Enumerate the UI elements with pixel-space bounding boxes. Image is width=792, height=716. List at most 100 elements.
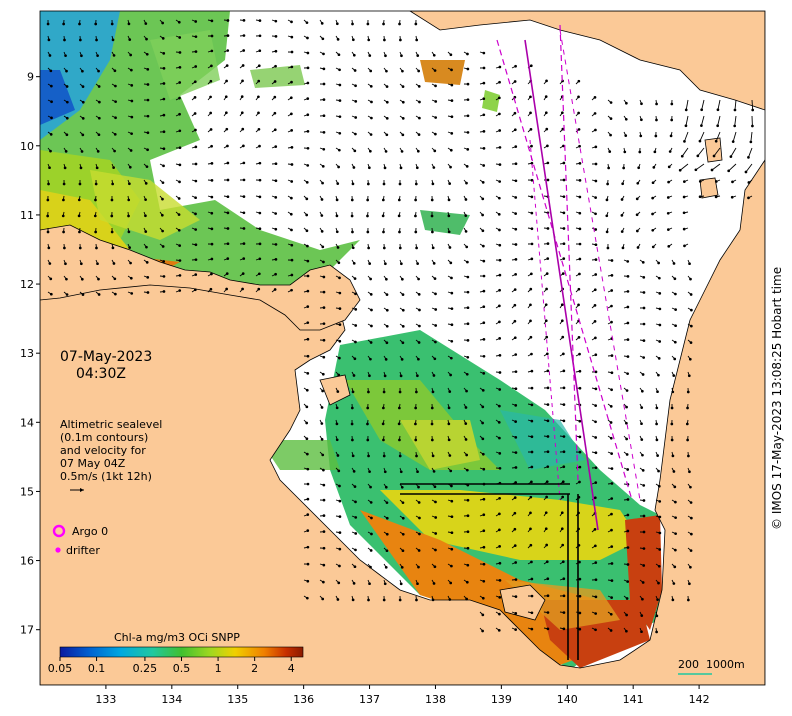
velocity-arrowhead — [578, 386, 582, 390]
velocity-arrowhead — [366, 182, 370, 186]
velocity-arrowhead — [65, 69, 68, 73]
velocity-arrowhead — [514, 272, 517, 276]
velocity-arrowhead — [320, 406, 324, 409]
velocity-arrowhead — [642, 564, 646, 567]
velocity-arrowhead — [146, 131, 150, 135]
velocity-arrowhead — [609, 436, 613, 440]
velocity-arrowhead — [466, 82, 470, 86]
velocity-arrowhead — [578, 211, 582, 215]
velocity-arrowhead — [418, 324, 421, 328]
velocity-arrowhead — [466, 114, 470, 118]
velocity-arrowhead — [401, 69, 404, 73]
velocity-arrowhead — [560, 111, 564, 115]
velocity-arrowhead — [113, 149, 116, 153]
velocity-arrowhead — [322, 275, 326, 279]
velocity-arrowhead — [610, 354, 614, 357]
velocity-arrowhead — [658, 515, 662, 519]
velocity-arrowhead — [337, 165, 340, 169]
velocity-arrowhead — [637, 166, 641, 170]
velocity-arrowhead — [684, 124, 688, 128]
velocity-arrowhead — [370, 100, 373, 104]
velocity-arrowhead — [96, 54, 99, 58]
velocity-arrowhead — [545, 287, 548, 291]
velocity-arrowhead — [466, 260, 469, 264]
x-tick-label: 133 — [95, 693, 116, 706]
land-new-guinea — [409, 11, 765, 111]
velocity-arrowhead — [417, 69, 421, 73]
velocity-arrowhead — [289, 212, 293, 216]
velocity-arrowhead — [385, 308, 389, 312]
velocity-arrowhead — [450, 484, 453, 488]
velocity-arrowhead — [95, 38, 98, 42]
velocity-arrowhead — [594, 404, 598, 407]
velocity-arrowhead — [399, 166, 403, 170]
velocity-arrowhead — [193, 96, 197, 99]
colorbar-tick-label: 0.5 — [173, 662, 191, 675]
velocity-arrowhead — [593, 288, 597, 292]
velocity-arrowhead — [513, 80, 517, 83]
velocity-arrowhead — [655, 630, 658, 634]
velocity-arrowhead — [666, 211, 670, 215]
velocity-arrow — [685, 115, 689, 126]
velocity-arrowhead — [626, 274, 630, 278]
velocity-arrowhead — [322, 114, 326, 118]
velocity-arrowhead — [193, 288, 197, 292]
velocity-arrowhead — [226, 242, 230, 246]
velocity-arrowhead — [624, 117, 628, 121]
velocity-arrowhead — [385, 516, 389, 520]
velocity-arrowhead — [716, 108, 720, 112]
velocity-arrowhead — [433, 565, 437, 569]
velocity-arrowhead — [385, 277, 388, 281]
velocity-arrowhead — [398, 438, 401, 442]
velocity-arrowhead — [352, 53, 356, 57]
velocity-arrowhead — [656, 454, 659, 457]
velocity-arrowhead — [636, 229, 639, 233]
velocity-arrowhead — [657, 581, 660, 585]
velocity-arrowhead — [593, 304, 597, 307]
velocity-arrowhead — [354, 340, 357, 344]
velocity-arrowhead — [594, 436, 598, 439]
velocity-arrowhead — [498, 304, 501, 308]
velocity-arrowhead — [545, 335, 549, 339]
velocity-arrowhead — [65, 277, 68, 281]
velocity-arrowhead — [434, 500, 437, 504]
velocity-arrowhead — [366, 406, 370, 410]
velocity-arrowhead — [433, 357, 437, 361]
velocity-arrowhead — [560, 527, 564, 531]
velocity-arrowhead — [162, 113, 166, 117]
velocity-arrowhead — [450, 564, 453, 568]
velocity-arrowhead — [351, 438, 354, 442]
velocity-arrowhead — [642, 530, 646, 534]
velocity-arrowhead — [97, 277, 100, 281]
velocity-arrowhead — [290, 258, 294, 262]
velocity-arrowhead — [449, 148, 453, 152]
velocity-arrowhead — [668, 150, 672, 153]
velocity-arrowhead — [610, 467, 614, 470]
velocity-arrowhead — [336, 454, 340, 457]
velocity-arrowhead — [62, 22, 65, 26]
velocity-arrowhead — [671, 598, 675, 602]
velocity-arrowhead — [609, 629, 613, 632]
land-layer — [40, 11, 765, 685]
velocity-arrowhead — [194, 196, 197, 200]
velocity-arrowhead — [622, 166, 626, 170]
velocity-arrowhead — [498, 561, 502, 565]
velocity-arrowhead — [593, 320, 597, 323]
velocity-arrowhead — [366, 422, 369, 426]
velocity-arrowhead — [178, 289, 182, 292]
velocity-arrowhead — [514, 212, 518, 215]
velocity-arrowhead — [465, 181, 468, 185]
velocity-arrowhead — [418, 100, 421, 104]
velocity-arrowhead — [690, 532, 693, 536]
velocity-arrowhead — [751, 124, 754, 128]
velocity-arrowhead — [481, 437, 485, 441]
velocity-arrowhead — [577, 128, 581, 131]
velocity-arrowhead — [641, 469, 645, 472]
velocity-arrowhead — [642, 356, 646, 359]
velocity-arrowhead — [609, 612, 613, 616]
velocity-arrowhead — [657, 469, 660, 473]
velocity-arrowhead — [241, 127, 245, 131]
velocity-arrowhead — [146, 83, 150, 86]
velocity-arrowhead — [47, 246, 51, 250]
velocity-arrowhead — [368, 582, 371, 586]
